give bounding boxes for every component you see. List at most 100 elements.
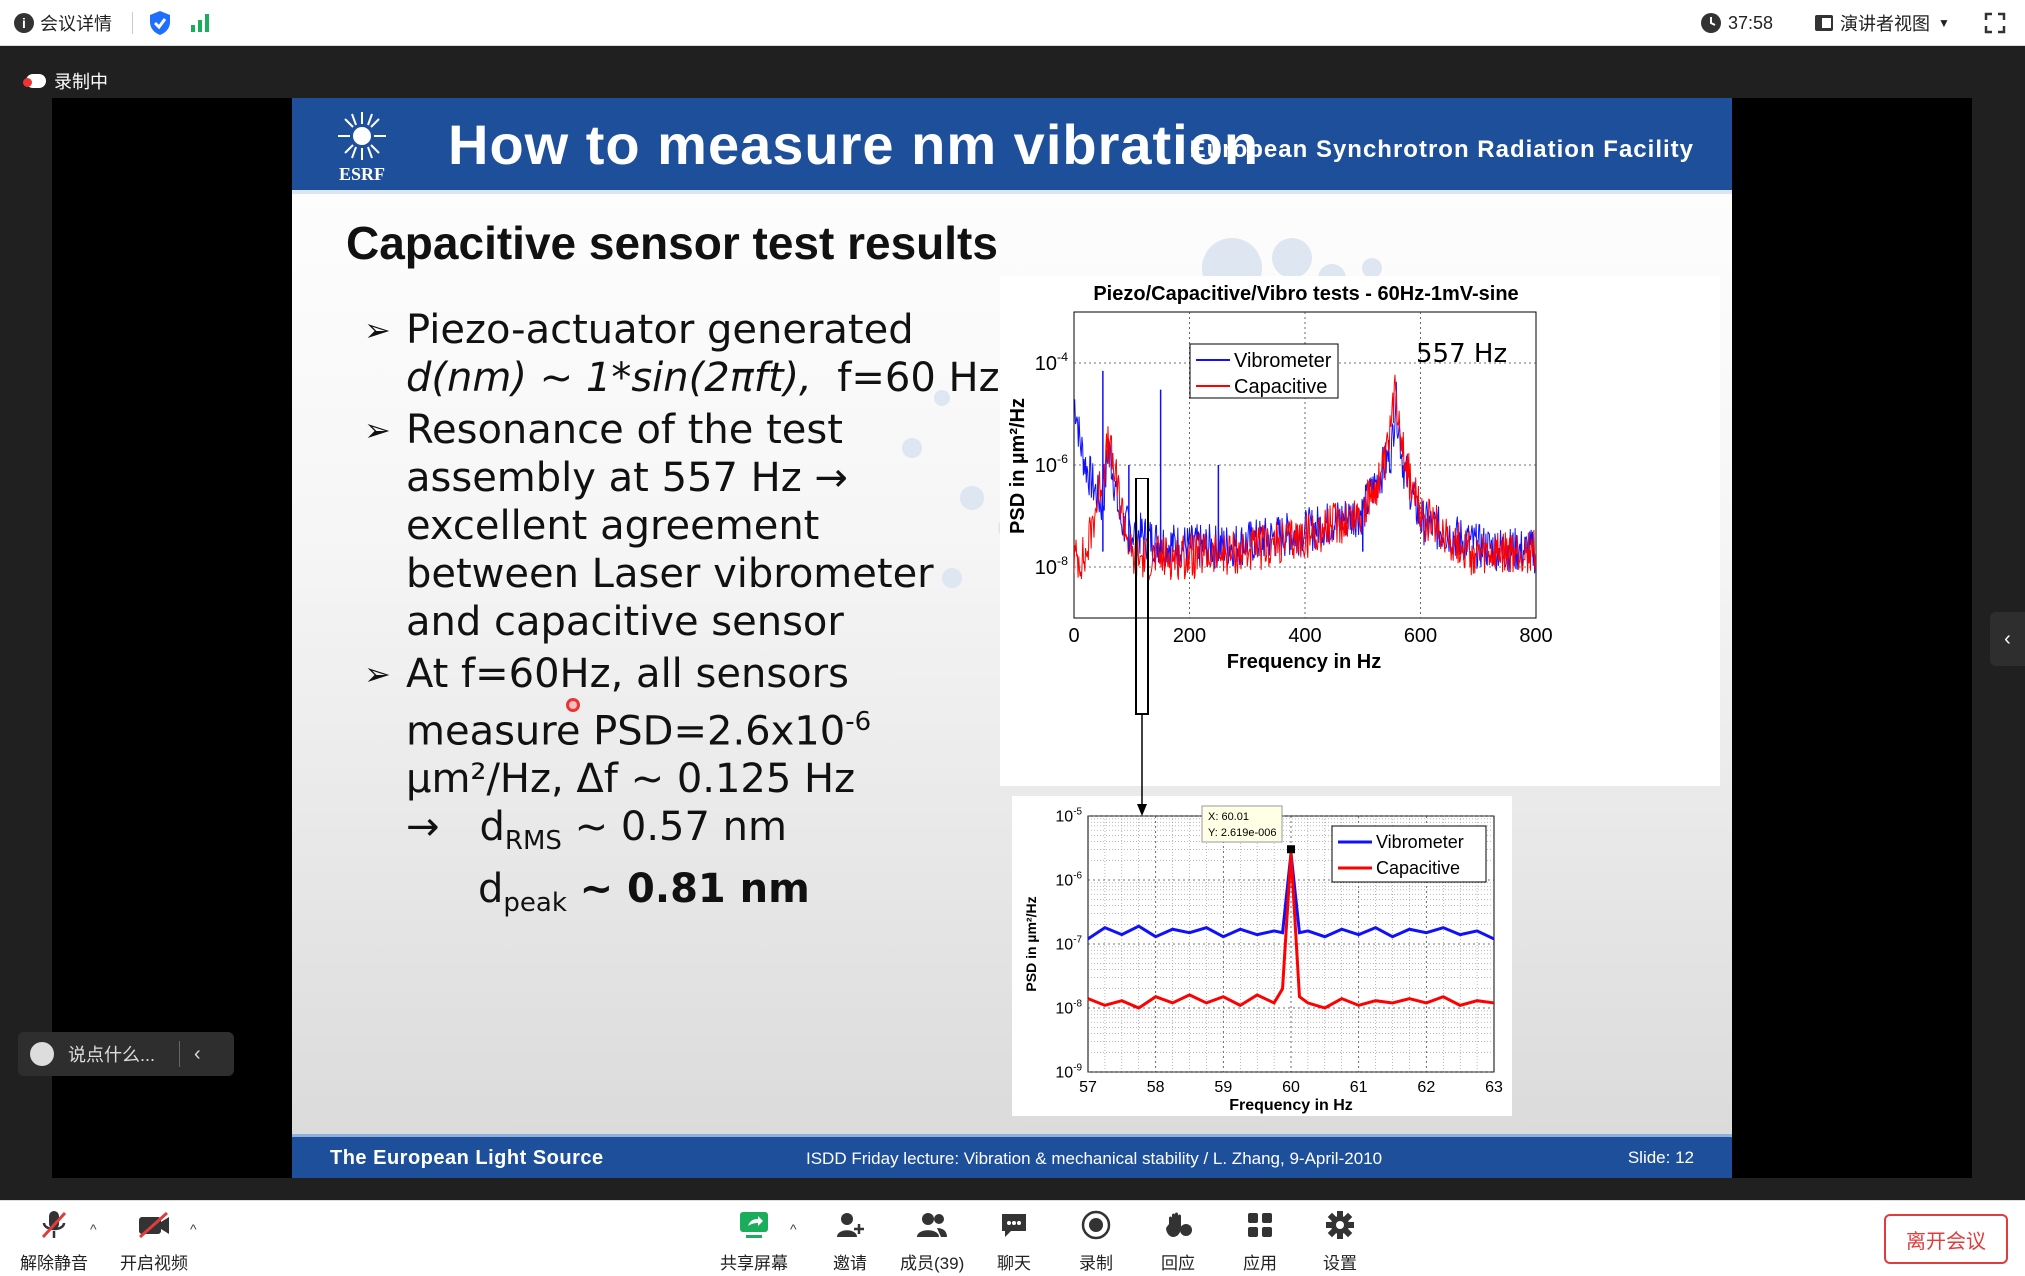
invite-button[interactable]: 邀请 xyxy=(832,1207,868,1274)
esrf-logo: ESRF xyxy=(338,112,386,184)
bullet-list: ➢ Piezo-actuator generated d(nm) ~ 1*sin… xyxy=(364,306,1004,927)
legend-box xyxy=(1331,825,1487,883)
chat-bubble-icon xyxy=(1002,1214,1026,1237)
camera-off-icon xyxy=(139,1211,169,1239)
share-screen-label: 共享屏幕 xyxy=(720,1254,788,1273)
chat-button[interactable]: 聊天 xyxy=(996,1207,1032,1274)
leave-meeting-button[interactable]: 离开会议 xyxy=(1884,1214,2008,1264)
y-tick-label: 10-6 xyxy=(1035,452,1068,477)
members-button[interactable]: 成员(39) xyxy=(900,1207,964,1274)
layout-icon xyxy=(1815,15,1833,31)
x-tick-label: 57 xyxy=(1079,1079,1097,1096)
audio-options-caret[interactable]: ^ xyxy=(90,1221,97,1237)
bullet-text: Resonance of the test xyxy=(406,407,843,453)
bullet-text: µm²/Hz, Δf ~ 0.125 Hz xyxy=(406,756,856,803)
apps-grid-icon xyxy=(1248,1213,1272,1237)
x-tick-label: 0 xyxy=(1068,625,1079,647)
chart-zoom-svg: 57 58 59 60 61 62 6310-510-610-710-810-9Freque… xyxy=(1023,805,1503,1114)
x-tick-label: 400 xyxy=(1288,625,1321,647)
apps-button[interactable]: 应用 xyxy=(1242,1207,1278,1274)
peak-annotation: 557 Hz xyxy=(1416,339,1507,369)
meeting-info-button[interactable]: i 会议详情 xyxy=(14,0,112,46)
y-tick-label: 10-8 xyxy=(1055,998,1082,1017)
svg-text:ESRF: ESRF xyxy=(339,164,385,184)
bullet-arrow-icon: ➢ xyxy=(364,311,391,349)
settings-button[interactable]: 设置 xyxy=(1322,1207,1358,1274)
gear-icon xyxy=(1326,1211,1354,1239)
bullet-1: ➢ Piezo-actuator generated d(nm) ~ 1*sin… xyxy=(364,306,1004,402)
x-tick-label: 800 xyxy=(1519,625,1552,647)
legend-label: Capacitive xyxy=(1234,376,1327,398)
bullet-formula: d(nm) ~ 1*sin(2πft), xyxy=(406,355,812,401)
top-bar: i 会议详情 37:58 演讲者视图 ▼ xyxy=(0,0,2025,46)
dpeak-symbol: d xyxy=(478,866,504,913)
bullet-3: ➢ At f=60Hz, all sensors measure PSD=2.6… xyxy=(364,650,1004,927)
datatip-box xyxy=(1201,805,1283,843)
drms-subscript: RMS xyxy=(504,826,562,857)
view-mode-label: 演讲者视图 xyxy=(1840,14,1930,34)
bullet-2: ➢ Resonance of the test assembly at 557 … xyxy=(364,406,1004,646)
meeting-toolbar: 解除静音 ^ 开启视频 ^ 共享屏幕 ^ 邀请 成员(39) 聊天 录制 回应 … xyxy=(0,1200,2025,1276)
laser-pointer xyxy=(566,698,580,712)
topbar-divider xyxy=(132,0,133,46)
clock-icon xyxy=(1701,13,1721,33)
share-screen-button[interactable]: 共享屏幕 xyxy=(720,1207,788,1274)
bullet-text: At f=60Hz, all sensors xyxy=(406,651,849,697)
start-video-button[interactable]: 开启视频 xyxy=(120,1207,188,1274)
side-panel-toggle[interactable]: ‹ xyxy=(1990,612,2025,666)
x-tick-label: 60 xyxy=(1282,1079,1300,1096)
y-tick-label: 10-8 xyxy=(1035,554,1068,579)
x-tick-label: 61 xyxy=(1350,1079,1368,1096)
view-mode-selector[interactable]: 演讲者视图 ▼ xyxy=(1814,0,1950,46)
meeting-timer: 37:58 xyxy=(1700,0,1773,46)
unmute-button[interactable]: 解除静音 xyxy=(20,1207,88,1274)
fullscreen-icon[interactable] xyxy=(1984,0,2006,46)
dropdown-caret-icon: ▼ xyxy=(1938,16,1950,30)
chevron-left-icon: ‹ xyxy=(2004,627,2011,650)
video-options-caret[interactable]: ^ xyxy=(190,1221,197,1237)
datatip: X: 60.01 Y: 2.619e-006 xyxy=(1201,805,1283,843)
slide-footer: The European Light Source ISDD Friday le… xyxy=(292,1134,1732,1178)
datatip-x: X: 60.01 xyxy=(1208,811,1249,823)
share-options-caret[interactable]: ^ xyxy=(790,1221,797,1237)
recording-indicator: 录制中 xyxy=(23,68,108,94)
emoji-icon[interactable] xyxy=(30,1042,54,1066)
slide-title: How to measure nm vibration xyxy=(448,113,1260,176)
x-tick-label: 600 xyxy=(1404,625,1437,647)
y-tick-label: 10-7 xyxy=(1055,934,1082,953)
bullet-text: Piezo-actuator generated xyxy=(406,307,914,353)
datatip-marker xyxy=(1287,845,1295,854)
signal-strength-icon[interactable] xyxy=(190,0,212,46)
y-axis-label: PSD in µm²/Hz xyxy=(1023,896,1039,991)
legend-label: Vibrometer xyxy=(1234,350,1332,372)
members-icon xyxy=(917,1213,948,1237)
chat-placeholder[interactable]: 说点什么... xyxy=(68,1045,156,1065)
slide-subtitle: Capacitive sensor test results xyxy=(346,217,998,269)
drms-symbol: d xyxy=(479,804,505,851)
x-tick-label: 58 xyxy=(1147,1079,1165,1096)
chart-title: Piezo/Capacitive/Vibro tests - 60Hz-1mV-… xyxy=(1093,283,1518,305)
datatip-y: Y: 2.619e-006 xyxy=(1208,827,1277,839)
timer-label: 37:58 xyxy=(1728,12,1774,33)
x-tick-label: 200 xyxy=(1173,625,1206,647)
record-label: 录制 xyxy=(1079,1254,1113,1273)
footer-left: The European Light Source xyxy=(330,1147,604,1169)
y-tick-label: 10-5 xyxy=(1055,806,1082,825)
chat-input-box[interactable]: 说点什么... ‹ xyxy=(18,1032,234,1076)
zoom-link-arrow xyxy=(1135,478,1149,816)
y-tick-label: 10-6 xyxy=(1055,870,1082,889)
bullet-text: between Laser vibrometer xyxy=(406,551,934,597)
record-button[interactable]: 录制 xyxy=(1078,1207,1114,1274)
invite-user-icon xyxy=(837,1213,864,1237)
invite-label: 邀请 xyxy=(833,1254,867,1273)
reactions-button[interactable]: 回应 xyxy=(1160,1207,1196,1274)
x-tick-label: 59 xyxy=(1214,1079,1232,1096)
series-line-capacitive xyxy=(1074,374,1536,581)
members-label: 成员(39) xyxy=(900,1254,965,1273)
security-shield-icon[interactable] xyxy=(148,0,172,46)
dpeak-subscript: peak xyxy=(503,888,567,919)
bullet-text: assembly at 557 Hz → xyxy=(406,455,848,501)
collapse-chevron-icon[interactable]: ‹ xyxy=(194,1042,201,1065)
drms-value: ~ 0.57 nm xyxy=(574,804,787,851)
record-icon xyxy=(1081,1210,1111,1240)
